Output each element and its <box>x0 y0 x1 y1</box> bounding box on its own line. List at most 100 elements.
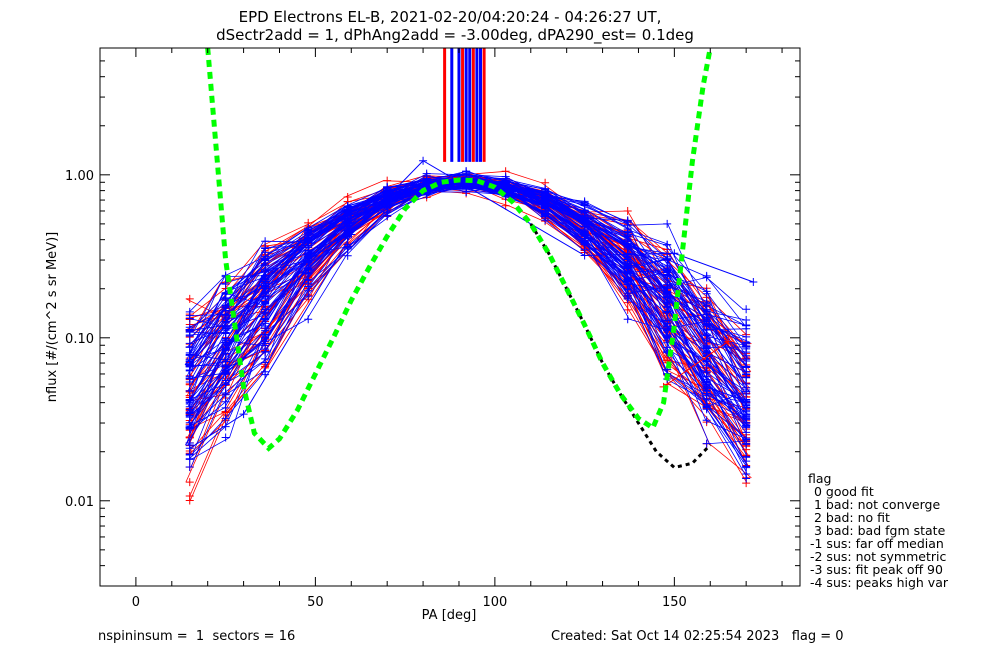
data-point-marker <box>702 299 711 308</box>
data-point-marker <box>261 282 270 291</box>
data-point-marker <box>185 326 194 335</box>
axes-layer: 0 50 100 150 0.01 0.10 1.00 <box>65 47 800 610</box>
outlier-marker <box>749 277 758 286</box>
data-point-marker <box>185 425 194 434</box>
x-tick-label: 100 <box>482 595 507 610</box>
data-point-marker <box>501 201 510 210</box>
data-point-marker <box>742 351 751 360</box>
data-point-marker <box>261 237 270 246</box>
data-point-marker <box>580 209 589 218</box>
y-tick-label: 0.10 <box>65 332 94 347</box>
data-point-marker <box>185 411 194 420</box>
data-point-marker <box>343 217 352 226</box>
flux-trace <box>191 180 747 413</box>
data-point-marker <box>221 388 230 397</box>
y-tick-label: 0.01 <box>65 495 94 510</box>
data-point-marker <box>185 397 194 406</box>
x-axis-label: PA [deg] <box>422 608 477 623</box>
data-point-marker <box>663 289 672 298</box>
data-point-marker <box>383 199 392 208</box>
data-point-marker <box>221 341 230 350</box>
legend-entry: -3 sus: fit peak off 90 <box>810 562 943 577</box>
data-point-marker <box>383 184 392 193</box>
data-point-marker <box>221 433 230 442</box>
data-point-marker <box>580 215 589 224</box>
legend-entry: -1 sus: far off median <box>810 536 944 551</box>
legend-entry: -4 sus: peaks high var <box>810 575 949 590</box>
data-point-marker <box>304 275 313 284</box>
data-point-marker <box>623 253 632 262</box>
data-point-marker <box>663 308 672 317</box>
data-point-marker <box>702 310 711 319</box>
data-point-marker <box>501 182 510 191</box>
data-point-marker <box>742 387 751 396</box>
data-point-marker <box>663 240 672 249</box>
data-point-marker <box>261 321 270 330</box>
data-point-marker <box>462 169 471 178</box>
data-point-marker <box>702 439 711 448</box>
data-point-marker <box>541 187 550 196</box>
y-axis-label: nflux [#/(cm^2 s sr MeV)] <box>45 232 60 402</box>
data-point-marker <box>221 280 230 289</box>
data-point-marker <box>304 228 313 237</box>
data-point-marker <box>702 416 711 425</box>
outlier-marker <box>185 444 194 453</box>
data-point-marker <box>185 314 194 323</box>
data-point-marker <box>261 261 270 270</box>
chart-title-line2: dSectr2add = 1, dPhAng2add = -3.00deg, d… <box>216 26 694 45</box>
x-tick-label: 0 <box>132 595 140 610</box>
data-point-marker <box>663 275 672 284</box>
legend-entry: 0 good fit <box>810 484 874 499</box>
data-point-marker <box>742 412 751 421</box>
x-tick-label: 150 <box>662 595 687 610</box>
data-point-marker <box>623 293 632 302</box>
legend-title: flag <box>808 471 831 486</box>
data-point-marker <box>221 317 230 326</box>
data-point-marker <box>702 325 711 334</box>
data-layer <box>184 48 758 505</box>
data-point-marker <box>185 374 194 383</box>
data-point-marker <box>221 376 230 385</box>
y-tick-label: 1.00 <box>65 169 94 184</box>
data-point-marker <box>663 298 672 307</box>
data-point-marker <box>185 361 194 370</box>
data-point-marker <box>623 276 632 285</box>
flux-trace <box>186 178 746 430</box>
footer-left: nspininsum = 1 sectors = 16 <box>98 629 295 644</box>
data-point-marker <box>663 316 672 325</box>
data-point-marker <box>383 192 392 201</box>
data-point-marker <box>742 321 751 330</box>
legend-entry: -2 sus: not symmetric <box>810 549 946 564</box>
data-point-marker <box>742 474 751 483</box>
plot-frame <box>99 47 801 587</box>
data-point-marker <box>261 308 270 317</box>
chart-title-line1: EPD Electrons EL-B, 2021-02-20/04:20:24 … <box>239 8 662 26</box>
data-point-marker <box>261 292 270 301</box>
data-point-marker <box>221 310 230 319</box>
data-point-marker <box>261 267 270 276</box>
outlier-marker <box>670 249 679 258</box>
data-point-marker <box>742 422 751 431</box>
flux-trace <box>188 181 745 423</box>
data-point-marker <box>185 496 194 505</box>
data-point-marker <box>185 351 194 360</box>
data-point-marker <box>261 347 270 356</box>
data-point-marker <box>261 330 270 339</box>
data-point-marker <box>623 243 632 252</box>
data-point-marker <box>343 242 352 251</box>
data-point-marker <box>261 252 270 261</box>
data-point-marker <box>221 361 230 370</box>
data-point-marker <box>185 342 194 351</box>
data-point-marker <box>742 397 751 406</box>
data-point-marker <box>185 387 194 396</box>
data-point-marker <box>623 285 632 294</box>
data-point-marker <box>221 397 230 406</box>
data-point-marker <box>304 247 313 256</box>
data-point-marker <box>742 453 751 462</box>
data-point-marker <box>261 244 270 253</box>
legend-entry: 2 bad: no fit <box>810 510 890 525</box>
data-point-marker <box>185 294 194 303</box>
data-point-marker <box>702 367 711 376</box>
outlier-trace <box>663 341 729 388</box>
